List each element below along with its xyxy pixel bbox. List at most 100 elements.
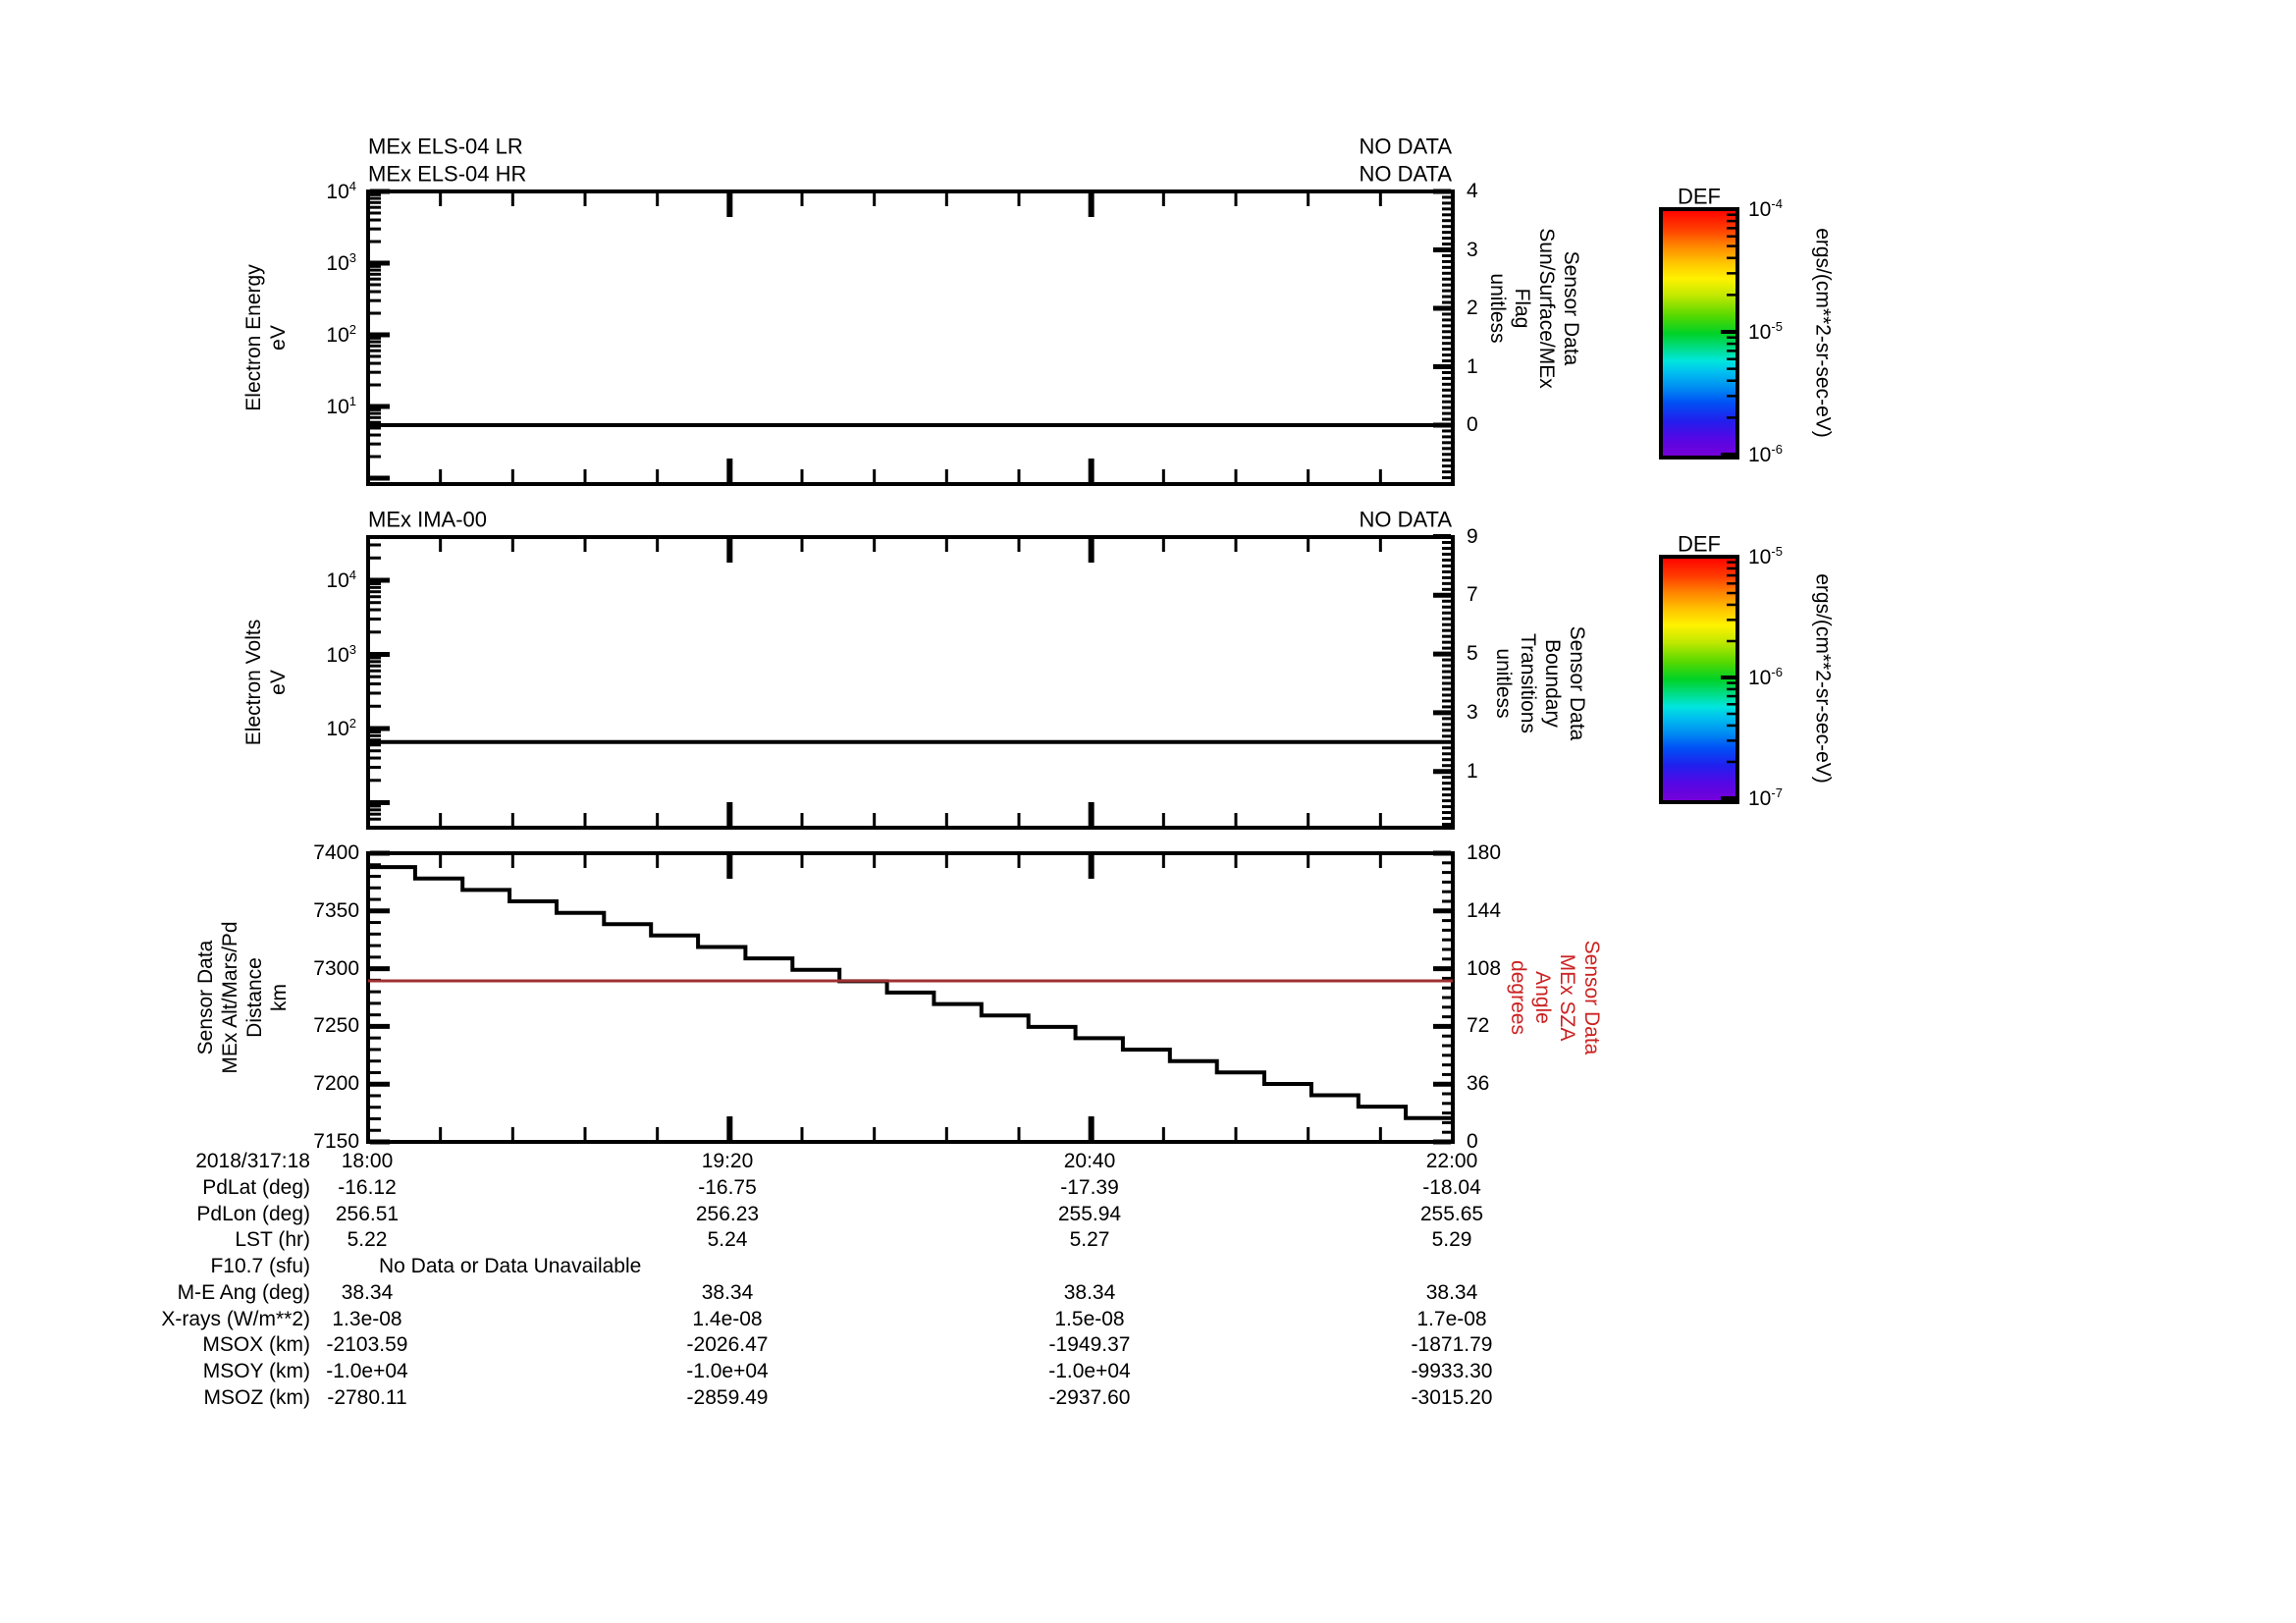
axis-tick-label: 101	[326, 393, 356, 418]
colorbar2-title: DEF	[1678, 531, 1721, 557]
table-cell: 5.22	[347, 1228, 388, 1252]
axis-label-line: unitless	[1486, 273, 1509, 344]
time-tick-label: 19:20	[701, 1149, 754, 1172]
colorbar-tick-label: 10-7	[1748, 784, 1783, 810]
axis-label-line: Angle	[1531, 971, 1554, 1024]
colorbar-tick-label: 10-6	[1748, 664, 1783, 689]
axis-tick-label: 1	[1467, 759, 1478, 783]
axis-tick-label: 7150	[313, 1129, 359, 1153]
table-cell: 5.29	[1431, 1228, 1472, 1252]
table-cell: -2859.49	[686, 1385, 769, 1409]
table-cell: -16.75	[698, 1175, 757, 1199]
axis-tick-label: 36	[1467, 1072, 1490, 1096]
table-cell: 1.3e-08	[332, 1307, 402, 1330]
time-tick-label: 18:00	[341, 1149, 394, 1172]
axis-tick-label: 9	[1467, 524, 1478, 548]
axis-tick-label: 103	[326, 641, 356, 667]
axis-tick-label: 144	[1467, 898, 1502, 922]
panel1-left-axis-label: Electron Energy eV	[241, 264, 291, 410]
axis-label-line: Electron Volts	[242, 619, 265, 746]
axis-label-line: Distance	[243, 957, 266, 1038]
axis-tick-label: 180	[1467, 840, 1502, 864]
series-mex-alt-mars-pd-distance	[368, 865, 1455, 1130]
table-row-label: F10.7 (sfu)	[210, 1254, 310, 1277]
table-cell: 38.34	[341, 1280, 394, 1304]
axis-tick-label: 3	[1467, 700, 1478, 724]
time-tick-label: 22:00	[1425, 1149, 1478, 1172]
table-cell: -3015.20	[1411, 1385, 1493, 1409]
table-cell: 255.65	[1419, 1202, 1484, 1225]
table-cell: 256.23	[695, 1202, 760, 1225]
table-row-label: M-E Ang (deg)	[177, 1280, 310, 1304]
table-cell: 5.27	[1069, 1228, 1110, 1252]
table-cell: -16.12	[338, 1175, 397, 1199]
panel1-status-hr: NO DATA	[1359, 161, 1452, 187]
axis-label-line: km	[268, 984, 291, 1012]
table-cell: -2780.11	[327, 1385, 407, 1409]
axis-tick-label: 5	[1467, 642, 1478, 666]
panel2-status: NO DATA	[1359, 507, 1452, 532]
axis-tick-label: 102	[326, 321, 356, 347]
table-cell: -2026.47	[686, 1333, 769, 1357]
axis-label-line: degrees	[1507, 960, 1529, 1035]
table-cell: -1.0e+04	[326, 1359, 408, 1382]
table-cell: 256.51	[335, 1202, 400, 1225]
axis-tick-label: 7250	[313, 1014, 359, 1038]
axis-tick-label: 7200	[313, 1072, 359, 1096]
axis-label-line: Sensor Data	[1580, 940, 1603, 1055]
table-cell: 5.24	[707, 1228, 748, 1252]
table-cell: -1.0e+04	[1048, 1359, 1131, 1382]
colorbar-tick-label: 10-5	[1748, 543, 1783, 568]
table-row-label: MSOZ (km)	[203, 1385, 310, 1409]
table-row-label: LST (hr)	[235, 1228, 310, 1252]
table-cell: 38.34	[1063, 1280, 1116, 1304]
axis-tick-label: 102	[326, 715, 356, 740]
axis-label-line: Boundary	[1541, 639, 1564, 728]
table-row-label: PdLon (deg)	[196, 1202, 310, 1225]
table-cell: -9933.30	[1411, 1359, 1493, 1382]
axis-label-line: eV	[267, 670, 290, 695]
table-cell: -1.0e+04	[686, 1359, 769, 1382]
axis-label-line: MEx SZA	[1556, 953, 1578, 1042]
panel3-left-axis-label: Sensor Data MEx Alt/Mars/Pd Distance km	[193, 921, 292, 1073]
table-row-label: 2018/317:18	[195, 1149, 310, 1172]
table-cell: 255.94	[1057, 1202, 1122, 1225]
table-row-label: MSOX (km)	[202, 1333, 310, 1357]
table-cell: 1.5e-08	[1054, 1307, 1125, 1330]
colorbar1-title: DEF	[1678, 184, 1721, 209]
table-cell: -18.04	[1422, 1175, 1481, 1199]
axis-label-line: Flag	[1511, 288, 1533, 329]
axis-tick-label: 0	[1467, 412, 1478, 436]
time-tick-label: 20:40	[1063, 1149, 1116, 1172]
panel2-right-axis-label: Sensor Data Boundary Transitions unitles…	[1491, 626, 1589, 741]
table-cell: -2937.60	[1048, 1385, 1131, 1409]
axis-tick-label: 104	[326, 178, 356, 203]
table-cell: 38.34	[701, 1280, 754, 1304]
table-cell: 38.34	[1425, 1280, 1478, 1304]
axis-label-line: Electron Energy	[242, 264, 265, 411]
axis-label-line: Transitions	[1517, 633, 1539, 733]
panel2-left-axis-label: Electron Volts eV	[241, 620, 291, 745]
table-cell: -1871.79	[1411, 1333, 1493, 1357]
colorbar-tick-label: 10-4	[1748, 195, 1783, 221]
axis-tick-label: 7	[1467, 583, 1478, 607]
panel1-right-axis-label: Sensor Data Sun/Surface/MEx Flag unitles…	[1485, 228, 1583, 388]
panel1-title-lr: MEx ELS-04 LR	[368, 134, 523, 159]
axis-tick-label: 7400	[313, 840, 359, 864]
axis-tick-label: 103	[326, 249, 356, 275]
axis-label-line: Sun/Surface/MEx	[1535, 228, 1558, 389]
axis-label-line: eV	[267, 325, 290, 351]
table-row-label: X-rays (W/m**2)	[161, 1307, 310, 1330]
axis-tick-label: 104	[326, 567, 356, 592]
colorbar1-unit-label: ergs/(cm**2-sr-sec-eV)	[1811, 228, 1836, 438]
table-cell: -17.39	[1060, 1175, 1119, 1199]
axis-tick-label: 0	[1467, 1129, 1478, 1153]
axis-label-line: Sensor Data	[1560, 250, 1582, 366]
axis-tick-label: 1	[1467, 354, 1478, 378]
axis-label-line: unitless	[1492, 648, 1515, 719]
axis-label-line: Sensor Data	[1566, 625, 1588, 741]
axis-tick-label: 4	[1467, 179, 1478, 202]
panel3-frame	[366, 851, 1455, 1144]
